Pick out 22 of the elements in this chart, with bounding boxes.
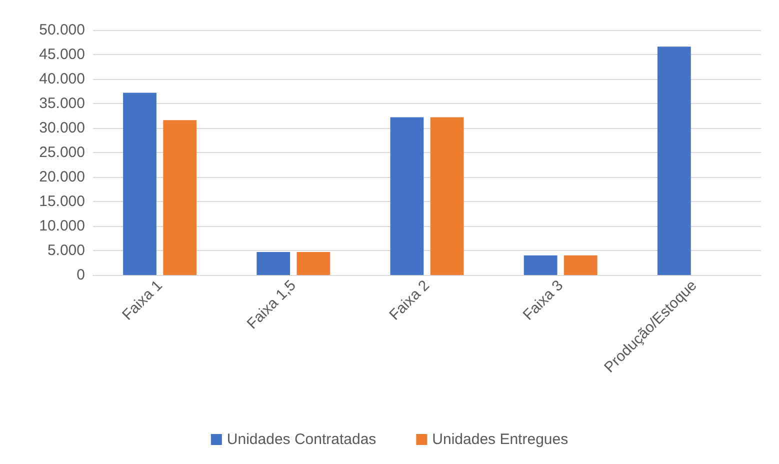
bar bbox=[390, 117, 424, 275]
bar bbox=[564, 255, 598, 275]
y-tick-label: 50.000 bbox=[39, 22, 85, 38]
bar bbox=[163, 120, 197, 275]
y-tick-label: 0 bbox=[76, 266, 85, 284]
y-tick-label: 40.000 bbox=[39, 70, 85, 88]
bar bbox=[430, 117, 464, 275]
y-tick-label: 15.000 bbox=[39, 193, 85, 210]
y-tick-label: 45.000 bbox=[39, 46, 85, 63]
y-tick-label: 20.000 bbox=[39, 168, 85, 186]
y-tick-label: 30.000 bbox=[39, 120, 85, 136]
y-tick-label: 5.000 bbox=[47, 242, 85, 259]
bar bbox=[123, 92, 156, 275]
bar bbox=[296, 252, 330, 275]
y-tick-label: 10.000 bbox=[39, 218, 85, 234]
y-tick-label: 35.000 bbox=[39, 95, 85, 112]
bar bbox=[524, 255, 558, 275]
bar bbox=[256, 252, 290, 275]
legend-label: Unidades Contratadas bbox=[226, 431, 376, 448]
legend-label: Unidades Entregues bbox=[432, 431, 568, 448]
bar bbox=[657, 46, 691, 275]
y-tick-label: 25.000 bbox=[39, 144, 85, 161]
